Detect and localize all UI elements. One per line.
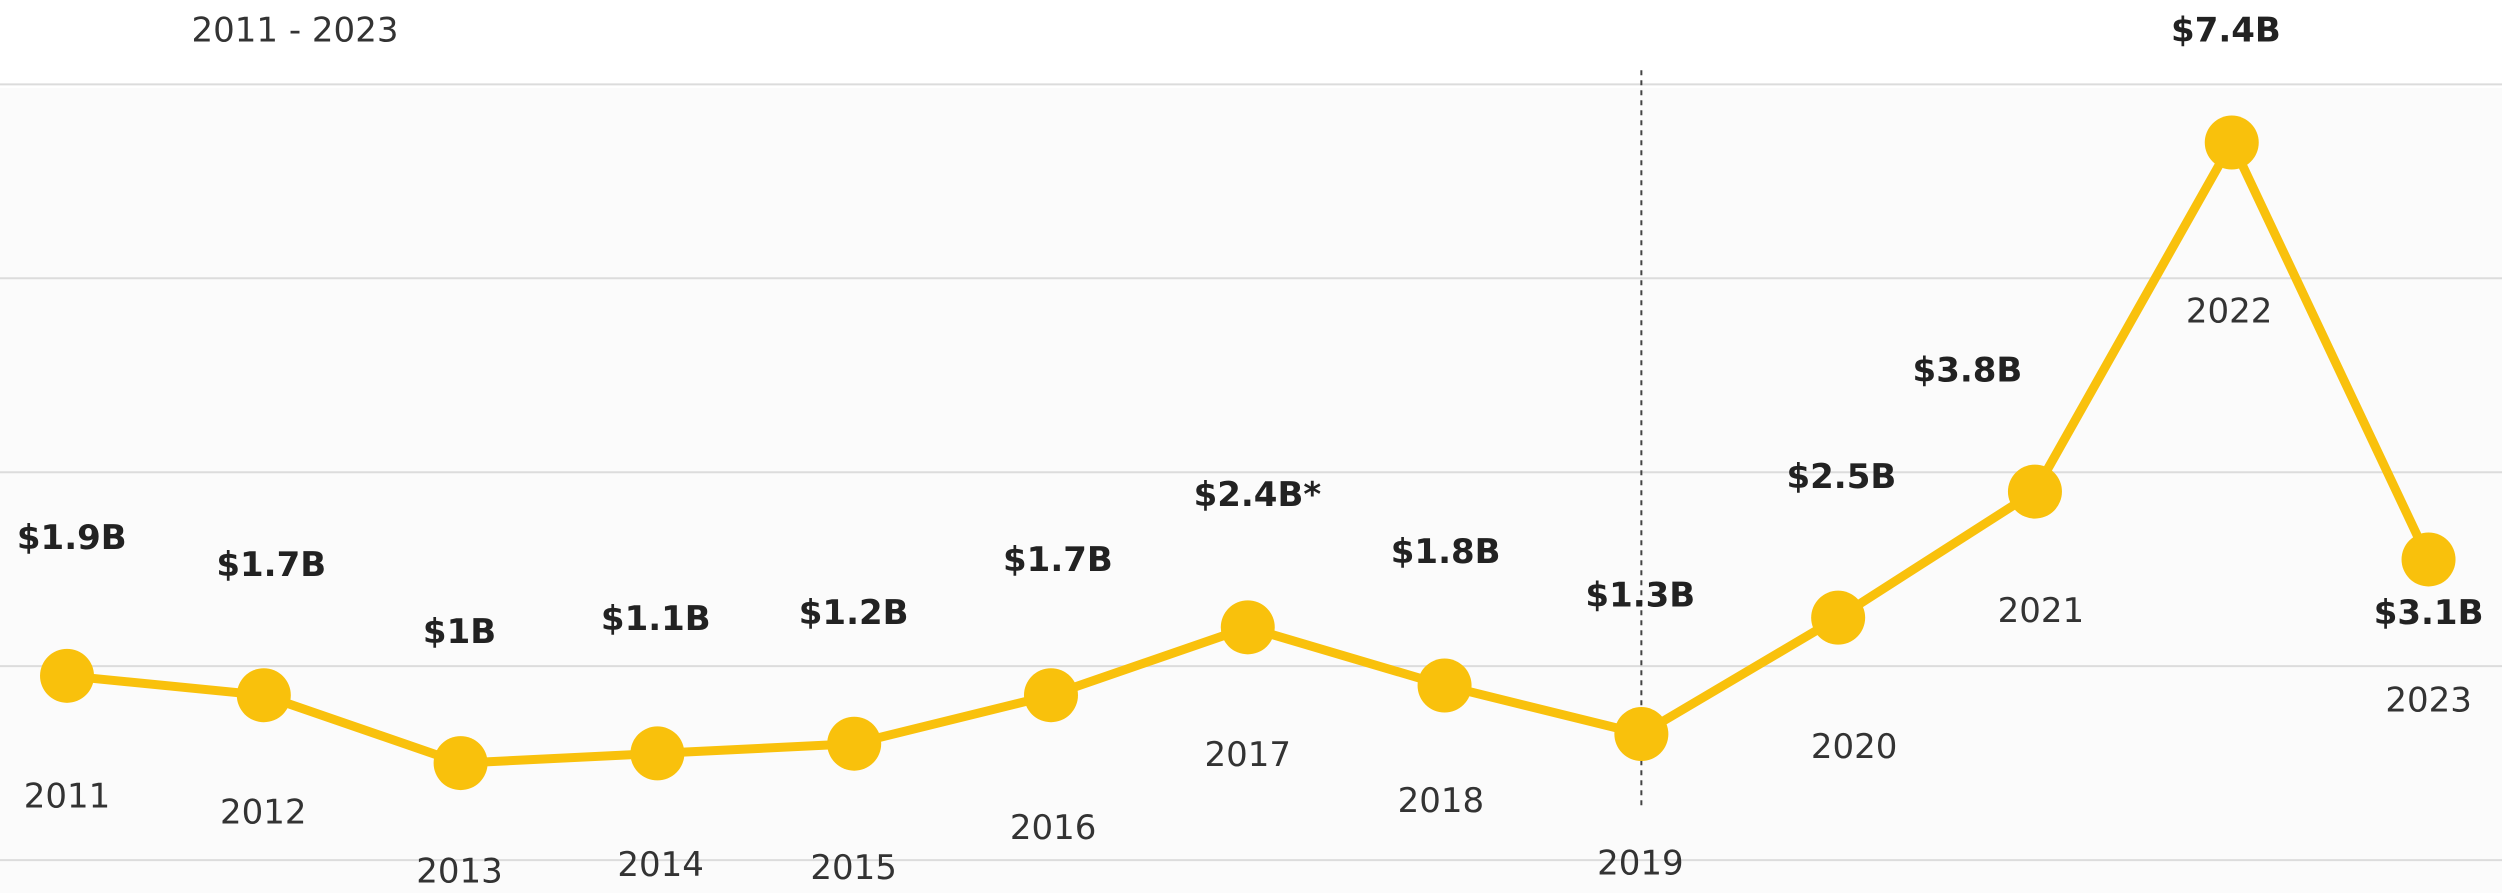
value-label: $1.3B xyxy=(1585,575,1695,615)
value-label: $3.8B xyxy=(1913,350,2023,390)
value-label: $2.5B xyxy=(1786,457,1896,497)
point xyxy=(630,726,685,781)
value-label: $2.4B* xyxy=(1194,475,1322,515)
value-label: $1.8B xyxy=(1391,532,1501,572)
point xyxy=(2204,115,2259,170)
x-tick-label: 2017 xyxy=(1205,735,1292,775)
point xyxy=(827,716,882,771)
x-tick-label: 2021 xyxy=(1998,591,2085,631)
x-tick-label: 2022 xyxy=(2186,291,2273,331)
value-label: $1.1B xyxy=(601,599,711,639)
x-tick-label: 2018 xyxy=(1398,781,1485,821)
x-tick-label: 2014 xyxy=(617,845,704,885)
plot-background xyxy=(0,88,2502,893)
point xyxy=(433,736,488,791)
value-label: $3.1B xyxy=(2374,593,2484,633)
x-tick-label: 2023 xyxy=(2385,681,2472,721)
x-tick-label: 2020 xyxy=(1811,727,1898,767)
x-tick-label: 2013 xyxy=(416,851,503,891)
point xyxy=(1023,668,1078,723)
point xyxy=(1220,600,1275,655)
value-label: $1.7B xyxy=(216,545,326,585)
point xyxy=(40,648,95,703)
value-label: $7.4B xyxy=(2171,10,2281,50)
point xyxy=(2401,532,2456,587)
point xyxy=(236,668,291,723)
x-tick-label: 2012 xyxy=(220,792,307,832)
x-tick-label: 2016 xyxy=(1010,808,1097,848)
value-label: $1.9B xyxy=(17,518,127,558)
value-label: $1.2B xyxy=(799,593,909,633)
point xyxy=(1614,707,1669,762)
point xyxy=(2007,464,2062,519)
point xyxy=(1811,590,1866,645)
chart-subtitle: 2011 - 2023 xyxy=(192,11,399,51)
point xyxy=(1417,658,1472,713)
x-tick-label: 2015 xyxy=(810,848,897,888)
x-tick-label: 2011 xyxy=(24,776,111,816)
value-label: $1B xyxy=(423,612,496,652)
value-label: $1.7B xyxy=(1003,540,1113,580)
x-tick-label: 2019 xyxy=(1597,843,1684,883)
